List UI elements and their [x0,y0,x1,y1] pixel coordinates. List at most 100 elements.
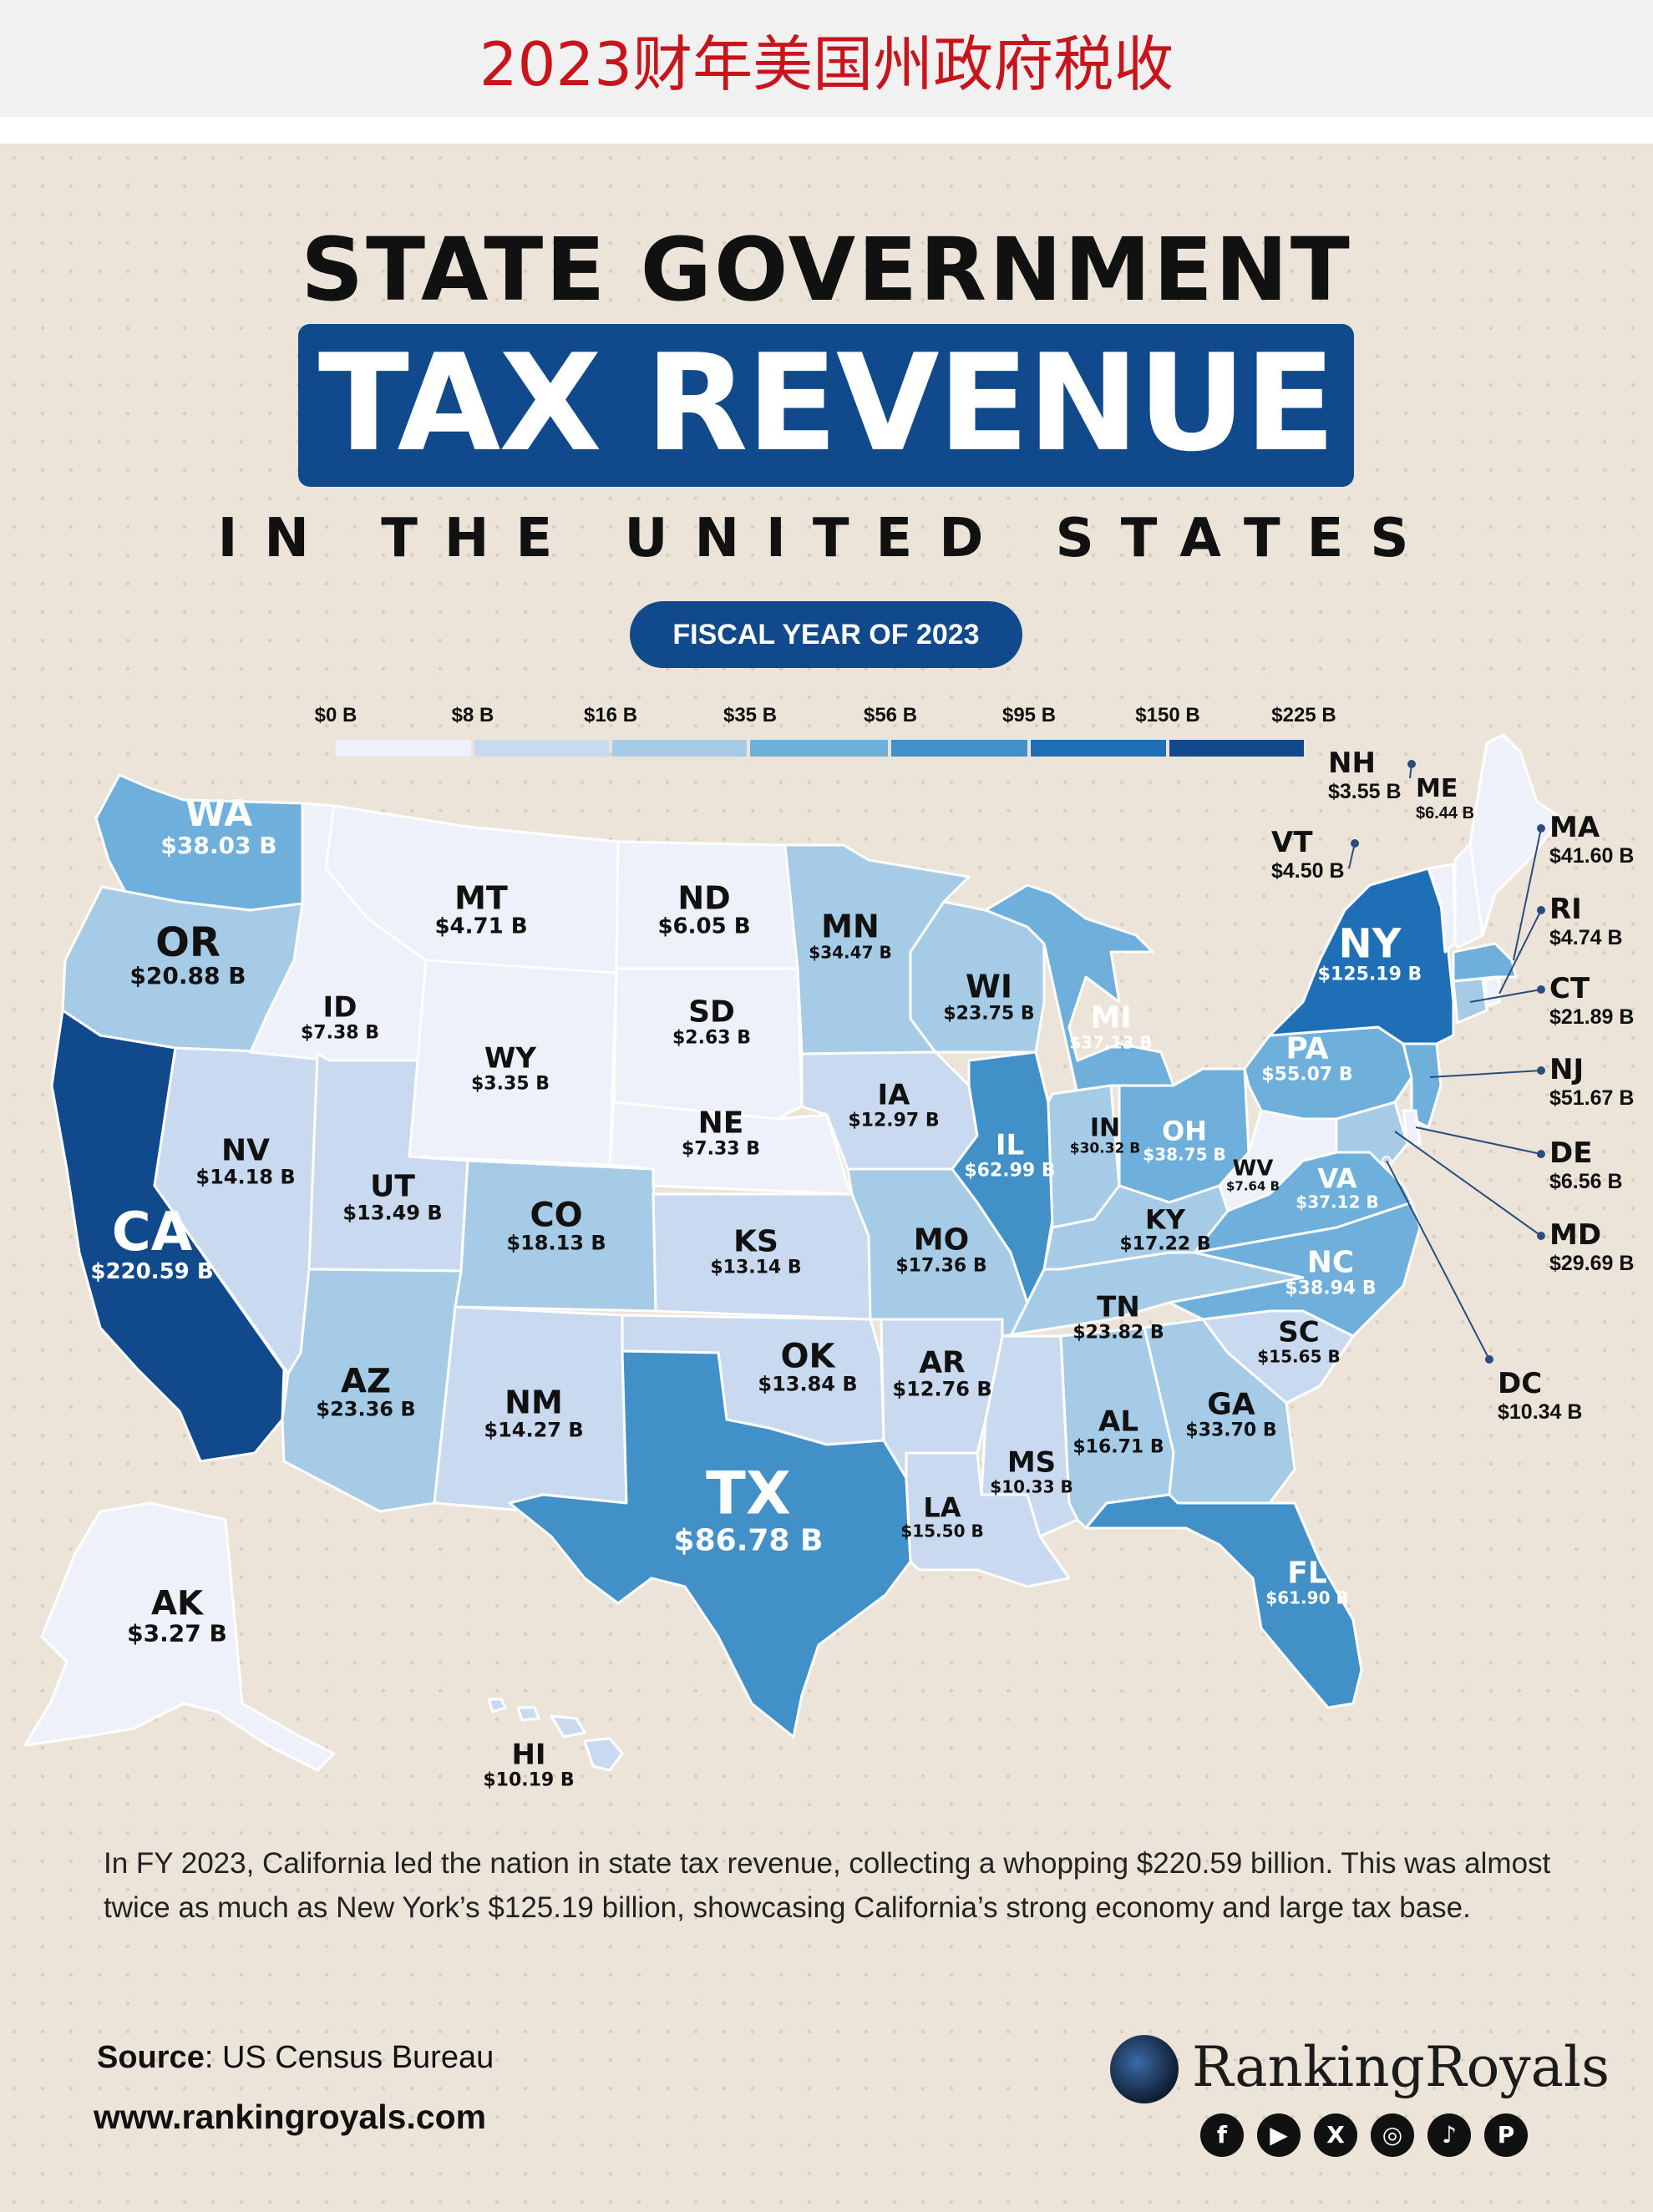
state-abbrev: PA [1285,1031,1329,1066]
state-abbrev: WY [484,1041,537,1076]
legend-swatch [750,740,888,757]
state-value: $7.38 B [300,1022,380,1044]
state-abbrev: IN [1089,1113,1121,1143]
state-value: $17.36 B [895,1255,987,1277]
state-value: $7.33 B [681,1138,761,1160]
state-value: $55.07 B [1261,1064,1353,1086]
state-value: $30.32 B [1069,1139,1141,1157]
legend-label: $56 B [863,704,918,726]
state-value: $61.90 B [1265,1587,1349,1608]
tiktok-icon[interactable]: ♪ [1427,2113,1471,2157]
legend-label: $16 B [583,704,638,726]
state-abbrev: ID [322,990,357,1025]
state-abbrev: CO [530,1196,583,1235]
leader-dot [1537,1150,1545,1158]
description-text: In FY 2023, California led the nation in… [104,1847,1551,1924]
state-abbrev: WV [1232,1156,1274,1182]
legend-label: $35 B [723,704,778,726]
legend-swatch [336,740,471,757]
top-banner [0,0,1653,117]
state-value: $4.71 B [434,914,528,939]
title-banner [298,324,1354,487]
state-value: $6.56 B [1549,1170,1623,1194]
x-icon[interactable]: X [1314,2113,1357,2157]
label-mn: MN $34.47 B [809,910,891,962]
state-value: $51.67 B [1549,1086,1635,1111]
state-wi [909,900,1046,1054]
state-md [1335,1101,1409,1171]
leader-dot [1407,760,1416,768]
label-ky: KY $17.22 B [1119,1203,1210,1253]
state-fl [1084,1493,1363,1709]
state-abbrev: MD [1549,1218,1602,1252]
state-value: $3.35 B [470,1073,550,1095]
legend-swatch [1169,740,1304,757]
state-value: $4.74 B [1549,926,1623,950]
state-abbrev: IA [877,1078,910,1112]
state-abbrev: FL [1287,1556,1327,1591]
label-mi: MI $37.13 B [1069,1002,1152,1052]
label-mt: MT $4.71 B [434,882,528,939]
state-abbrev: DC [1498,1367,1543,1400]
youtube-icon[interactable]: ▶ [1257,2113,1301,2157]
state-abbrev: ME [1416,774,1458,803]
state-value: $41.60 B [1549,844,1635,868]
state-value: $86.78 B [673,1522,824,1557]
leader-line [1469,989,1542,1003]
state-abbrev: NC [1306,1245,1355,1280]
state-abbrev: KY [1145,1203,1185,1236]
label-hi: HI $10.19 B [483,1738,574,1789]
state-sd [612,967,804,1121]
instagram-icon[interactable]: ◎ [1371,2113,1414,2157]
state-abbrev: IL [995,1128,1025,1162]
state-value: $2.63 B [672,1027,752,1049]
leader-dot [1485,1355,1493,1364]
state-nj [1402,1042,1443,1129]
state-value: $220.59 B [90,1258,214,1284]
state-ak [23,1501,336,1772]
state-abbrev: AZ [341,1362,391,1401]
legend-label: $0 B [314,704,357,726]
state-abbrev: NY [1338,920,1402,968]
state-abbrev: AR [919,1345,966,1380]
leader-dot [1537,906,1545,914]
state-value: $6.44 B [1416,803,1475,823]
state-me [1468,733,1564,937]
label-nm: NM $14.27 B [484,1386,583,1440]
state-abbrev: MA [1549,811,1600,844]
leader-line [1429,1070,1542,1078]
state-value: $10.33 B [990,1476,1073,1497]
leader-line [1348,843,1356,869]
state-value: $29.69 B [1549,1252,1635,1276]
label-nv: NV $14.18 B [195,1133,296,1189]
label-ga: GA $33.70 B [1185,1389,1276,1440]
state-abbrev: VT [1271,826,1313,859]
label-ms: MS $10.33 B [990,1448,1073,1497]
state-value: $4.50 B [1271,859,1345,883]
pinterest-icon[interactable]: P [1484,2113,1528,2157]
state-value: $12.76 B [892,1377,992,1401]
state-il [951,1050,1054,1304]
label-sc: SC $15.65 B [1257,1318,1340,1366]
label-in: IN $30.32 B [1070,1115,1140,1156]
facebook-icon[interactable]: f [1200,2113,1244,2157]
state-abbrev: NV [221,1133,270,1168]
label-va: VA $37.12 B [1296,1165,1378,1212]
ranking-royals-logo-icon [1110,2035,1179,2103]
label-or: OR $20.88 B [129,922,246,989]
state-value: $13.84 B [758,1372,858,1396]
state-value: $10.34 B [1498,1400,1583,1425]
state-ct [1452,977,1488,1025]
state-abbrev: CA [111,1201,193,1263]
state-abbrev: WI [965,968,1013,1005]
website-link[interactable]: www.rankingroyals.com [94,2098,487,2136]
state-abbrev: KS [733,1224,778,1259]
label-ok: OK $13.84 B [758,1339,857,1395]
state-abbrev: TN [1097,1290,1140,1324]
state-abbrev: LA [923,1491,961,1524]
state-value: $6.05 B [657,914,751,939]
state-abbrev: OH [1162,1115,1207,1147]
state-abbrev: HI [511,1738,546,1772]
state-value: $14.18 B [195,1165,296,1189]
